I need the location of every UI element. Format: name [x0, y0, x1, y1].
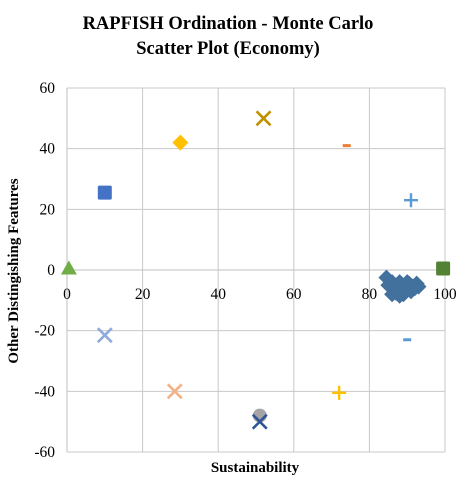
x-tick-label: 40 — [210, 286, 226, 303]
y-tick-label: -60 — [34, 444, 55, 461]
y-tick-label: 40 — [40, 141, 56, 158]
data-point-dash — [403, 338, 412, 342]
data-point-plus — [332, 385, 347, 400]
grid-layer — [66, 87, 446, 453]
x-tick-label: 60 — [286, 286, 302, 303]
y-tick-label: -20 — [34, 323, 55, 340]
y-tick-label: 0 — [47, 262, 55, 279]
chart-title-line-1: RAPFISH Ordination - Monte Carlo — [83, 14, 374, 34]
chart-title-line-2: Scatter Plot (Economy) — [136, 39, 320, 59]
y-axis-title: Other Distingishing Features — [6, 178, 22, 363]
data-point-square — [97, 185, 112, 200]
y-tick-label: 20 — [40, 201, 56, 218]
data-point-x — [251, 413, 268, 430]
data-point-triangle — [60, 260, 77, 275]
tick-label-layer: -60 -40 -20 0 20 40 60 0 20 40 60 80 100 — [34, 80, 457, 461]
x-tick-label: 100 — [433, 286, 457, 303]
data-point-diamond — [391, 287, 408, 304]
data-point-diamond — [172, 134, 189, 151]
data-point-x — [96, 327, 113, 344]
x-tick-label: 80 — [362, 286, 378, 303]
y-tick-label: 60 — [40, 80, 56, 97]
data-point-x — [255, 110, 272, 127]
x-axis-title: Sustainability — [211, 460, 300, 476]
data-point-plus — [403, 193, 418, 208]
data-point-layer — [60, 110, 451, 430]
data-point-diamond — [399, 274, 416, 291]
y-tick-label: -40 — [34, 383, 55, 400]
x-tick-label: 0 — [63, 286, 71, 303]
data-point-x — [166, 383, 183, 400]
x-tick-label: 20 — [135, 286, 151, 303]
data-point-square — [436, 261, 451, 276]
data-point-dash — [342, 144, 351, 148]
